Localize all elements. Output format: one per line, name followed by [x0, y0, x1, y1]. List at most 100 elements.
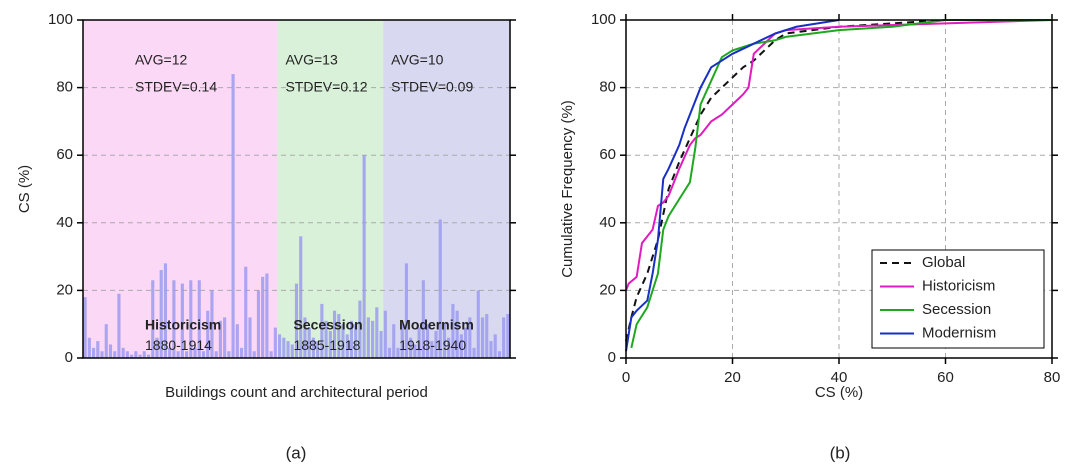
bar — [231, 74, 235, 358]
legend: Global Historicism Secession Modernism — [871, 249, 1045, 349]
bar — [320, 303, 324, 358]
bar — [396, 347, 400, 358]
bar — [307, 327, 311, 358]
bar — [282, 337, 286, 358]
bar — [193, 347, 197, 358]
y-tick-label: 60 — [56, 146, 73, 163]
series-line — [630, 19, 1052, 349]
bar — [159, 270, 163, 358]
bar — [303, 317, 307, 358]
bar — [142, 351, 146, 358]
bar — [265, 273, 269, 358]
bar — [362, 155, 366, 358]
bar — [239, 347, 244, 358]
bar — [244, 266, 248, 358]
annotation: AVG=12 — [135, 51, 187, 67]
bar — [278, 334, 282, 358]
bar — [311, 337, 315, 358]
bar — [328, 330, 332, 358]
period-region — [277, 20, 384, 358]
bar — [151, 280, 155, 358]
x-tick-label: 0 — [622, 369, 630, 386]
annotation: STDEV=0.14 — [135, 78, 217, 94]
bar — [459, 334, 463, 358]
panel-caption: (b) — [830, 443, 851, 462]
bar — [413, 344, 417, 358]
bar — [121, 347, 125, 358]
bar — [273, 327, 277, 358]
annotation: AVG=13 — [285, 51, 337, 67]
bar — [299, 236, 303, 358]
bar — [189, 280, 193, 358]
y-tick-label: 0 — [65, 349, 73, 366]
y-tick-label: 20 — [599, 281, 616, 298]
bar — [341, 324, 345, 358]
bar — [113, 351, 117, 358]
bar — [489, 341, 493, 358]
bar — [383, 310, 387, 358]
bar — [409, 337, 413, 358]
legend-label: Secession — [922, 301, 991, 318]
bar — [117, 293, 121, 358]
bar — [366, 317, 370, 358]
bar — [87, 337, 91, 358]
y-tick-label: 60 — [599, 146, 616, 163]
bar — [425, 324, 430, 358]
y-axis-label: Cumulative Frequency (%) — [559, 100, 576, 278]
bar — [223, 317, 227, 358]
bar — [206, 310, 210, 358]
bar — [83, 297, 87, 358]
legend-label: Historicism — [922, 277, 995, 294]
x-tick-label: 20 — [724, 369, 741, 386]
annotation: STDEV=0.09 — [391, 78, 473, 94]
bar — [261, 276, 265, 358]
x-tick-label: 40 — [831, 369, 848, 386]
bar — [502, 317, 506, 358]
bar — [294, 283, 299, 358]
bar — [172, 280, 176, 358]
y-tick-label: 100 — [591, 11, 616, 28]
bar — [387, 347, 392, 358]
bar — [201, 351, 206, 358]
series-line — [625, 19, 840, 352]
y-tick-label: 40 — [599, 214, 616, 231]
bar — [430, 341, 434, 358]
y-axis-label: CS (%) — [16, 165, 33, 213]
bar — [485, 314, 489, 358]
bar — [138, 354, 142, 358]
legend-label: Global — [922, 254, 965, 271]
bar — [269, 351, 273, 358]
period-region — [383, 20, 510, 358]
bar — [256, 290, 261, 358]
plot-frame — [625, 19, 1053, 359]
bar — [506, 314, 510, 358]
period-name: Modernism — [399, 317, 474, 333]
bar — [358, 300, 362, 358]
bar — [421, 280, 425, 358]
bar — [155, 337, 159, 358]
bar — [468, 317, 472, 358]
bar — [176, 351, 180, 358]
bar — [290, 344, 294, 358]
bar — [345, 334, 349, 358]
bar — [455, 310, 459, 358]
bar — [210, 290, 214, 358]
bar — [464, 327, 468, 358]
period-name: Historicism — [145, 317, 221, 333]
bar — [379, 330, 383, 358]
x-axis-label: Buildings count and architectural period — [165, 384, 428, 401]
bar — [371, 320, 375, 358]
bar — [163, 263, 168, 358]
bar — [442, 324, 447, 358]
bar — [286, 341, 290, 358]
bar — [125, 351, 129, 358]
period-name: Secession — [293, 317, 362, 333]
bar — [354, 324, 358, 358]
period-years: 1918-1940 — [399, 337, 466, 353]
bar — [392, 324, 396, 358]
bar — [400, 324, 404, 358]
period-years: 1880-1914 — [145, 337, 212, 353]
annotation: STDEV=0.12 — [285, 78, 367, 94]
